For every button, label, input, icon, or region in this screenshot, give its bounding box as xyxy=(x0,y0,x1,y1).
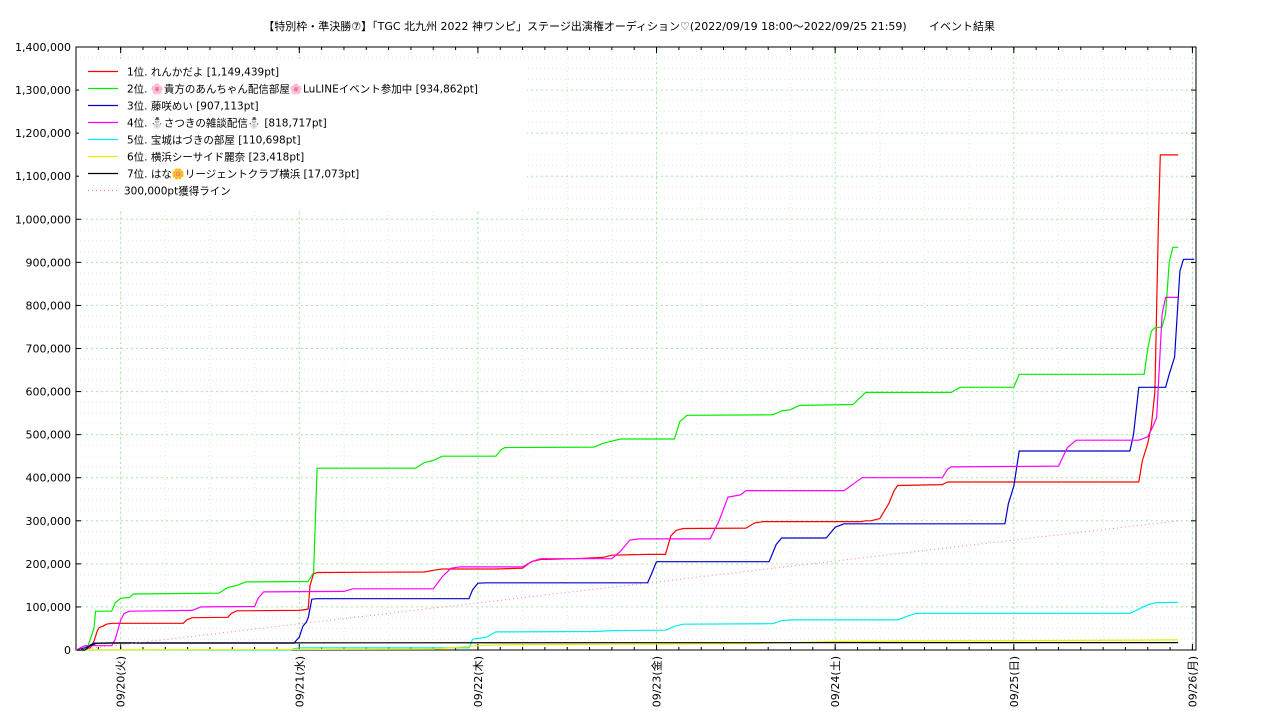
axes: 0 100,000 200,000 300,000 400,000 500,000 600,… xyxy=(15,41,1199,707)
y-tick-label: 1,200,000 xyxy=(15,127,71,140)
series-line-8 xyxy=(75,520,1179,651)
y-tick-label: 100,000 xyxy=(26,601,72,614)
series-line-3 xyxy=(75,258,1195,651)
x-tick-label: 09/20(火) xyxy=(115,656,128,707)
series-line-4 xyxy=(75,296,1179,651)
legend-entry-6: 6位. 横浜シーサイド麗奈 [23,418pt] xyxy=(127,151,304,164)
series-line-2 xyxy=(75,246,1179,651)
legend-entry-1: 1位. れんかだよ [1,149,439pt] xyxy=(127,66,279,79)
chart-title: 【特別枠・準決勝⑦】「TGC 北九州 2022 神ワンピ」ステージ出演権オーディ… xyxy=(263,19,906,33)
legend-entry-5: 5位. 宝城はづきの部屋 [110,698pt] xyxy=(127,134,301,147)
chart-subtitle: イベント結果 xyxy=(929,19,995,33)
x-tick-label: 09/21(水) xyxy=(293,656,306,707)
y-tick-label: 1,400,000 xyxy=(15,41,71,54)
x-tick-label: 09/23(金) xyxy=(650,656,664,707)
x-tick-label: 09/26(月) xyxy=(1186,656,1199,707)
legend-entry-8: 300,000pt獲得ライン xyxy=(124,185,231,198)
series-lines xyxy=(75,154,1195,651)
y-tick-label: 500,000 xyxy=(26,429,72,442)
legend-entry-3: 3位. 藤咲めい [907,113pt] xyxy=(127,100,259,113)
series-line-7 xyxy=(76,641,1179,651)
y-tick-label: 700,000 xyxy=(26,343,72,356)
legend-entry-2: 2位. 🌸貴方のあんちゃん配信部屋🌸LuLINEイベント参加中 [934,862… xyxy=(127,83,478,96)
legend: 1位. れんかだよ [1,149,439pt] 2位. 🌸貴方のあんちゃん配信部屋… xyxy=(79,59,527,209)
x-tick-label: 09/25(日) xyxy=(1008,656,1021,707)
y-tick-label: 1,000,000 xyxy=(15,213,71,226)
y-tick-label: 400,000 xyxy=(26,472,72,485)
y-tick-label: 800,000 xyxy=(26,299,72,312)
legend-entry-7: 7位. はな🌼リージェントクラブ横浜 [17,073pt] xyxy=(127,168,359,181)
y-tick-label: 900,000 xyxy=(26,256,72,269)
x-tick-label: 09/24(土) xyxy=(829,656,842,707)
series-line-6 xyxy=(75,639,1179,651)
y-tick-label: 200,000 xyxy=(26,558,72,571)
y-tick-label: 300,000 xyxy=(26,515,72,528)
y-tick-label: 1,100,000 xyxy=(15,170,71,183)
legend-entry-4: 4位. ⛄さつきの雑談配信⛄ [818,717pt] xyxy=(127,117,327,130)
y-tick-label: 0 xyxy=(64,644,71,657)
y-tick-label: 1,300,000 xyxy=(15,84,71,97)
x-tick-label: 09/22(木) xyxy=(472,656,485,707)
series-line-5 xyxy=(76,601,1179,651)
y-tick-label: 600,000 xyxy=(26,386,72,399)
legend-box xyxy=(79,59,527,209)
